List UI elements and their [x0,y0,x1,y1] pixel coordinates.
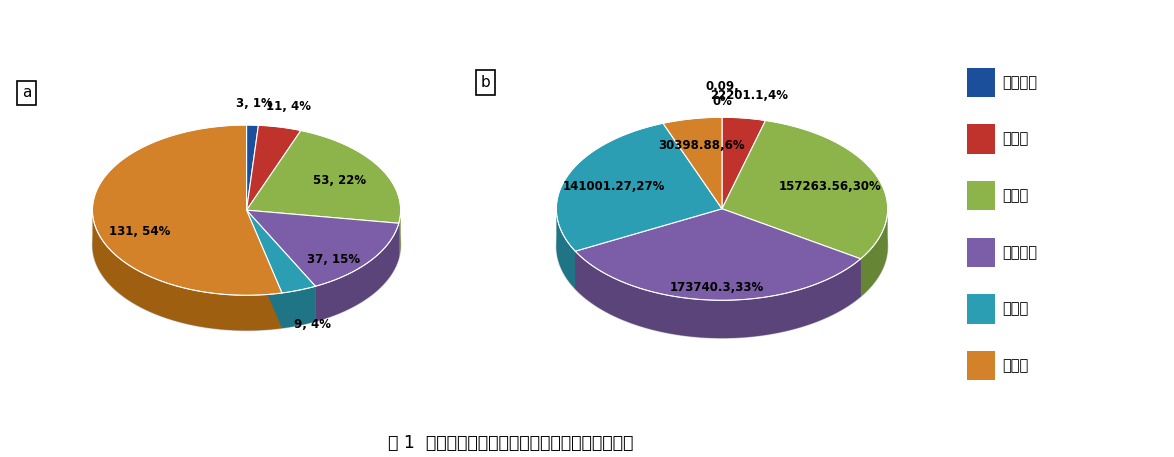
Text: 30398.88,6%: 30398.88,6% [657,139,744,152]
Polygon shape [861,209,888,297]
Polygon shape [663,117,722,209]
Polygon shape [247,210,399,259]
Polygon shape [722,121,888,259]
Polygon shape [247,210,399,259]
Polygon shape [575,209,722,289]
Polygon shape [722,117,765,209]
Text: a: a [22,85,31,100]
Polygon shape [399,211,400,259]
Text: 53, 22%: 53, 22% [313,174,366,186]
Polygon shape [722,209,861,297]
Polygon shape [247,210,399,286]
Polygon shape [247,125,258,210]
FancyBboxPatch shape [966,351,994,380]
Polygon shape [247,210,316,322]
Polygon shape [556,155,888,338]
Text: b: b [480,75,491,90]
Text: 脉石英: 脉石英 [1003,358,1028,373]
Text: 157263.56,30%: 157263.56,30% [780,180,882,192]
Text: 131, 54%: 131, 54% [109,225,170,238]
Polygon shape [316,223,399,322]
Polygon shape [93,125,282,295]
Text: 3, 1%: 3, 1% [236,97,272,110]
Text: 石英岩: 石英岩 [1003,188,1028,203]
Polygon shape [247,210,282,328]
Polygon shape [93,211,282,330]
FancyBboxPatch shape [966,238,994,267]
Polygon shape [556,123,722,251]
Polygon shape [247,131,400,223]
Text: 石英砂岩: 石英砂岩 [1003,245,1038,260]
Polygon shape [722,209,861,297]
Polygon shape [247,125,301,210]
Text: 9, 4%: 9, 4% [294,318,331,331]
Polygon shape [575,209,722,289]
Text: 22201.1,4%: 22201.1,4% [710,89,789,102]
Polygon shape [556,209,575,289]
Polygon shape [93,160,400,330]
FancyBboxPatch shape [966,181,994,210]
FancyBboxPatch shape [966,68,994,97]
Polygon shape [575,209,861,300]
Text: 石英砂: 石英砂 [1003,302,1028,316]
FancyBboxPatch shape [966,294,994,324]
Text: 37, 15%: 37, 15% [308,253,360,266]
Text: 粉石英: 粉石英 [1003,132,1028,146]
Text: 天然水晶: 天然水晶 [1003,75,1038,90]
Text: 0.09,
0%: 0.09, 0% [706,80,738,108]
Text: 11, 4%: 11, 4% [265,100,311,113]
Polygon shape [282,286,316,328]
Polygon shape [575,251,861,338]
Polygon shape [247,210,316,293]
Polygon shape [247,210,282,328]
Polygon shape [247,210,316,322]
FancyBboxPatch shape [966,124,994,154]
Text: 173740.3,33%: 173740.3,33% [669,282,763,294]
Text: 141001.27,27%: 141001.27,27% [562,180,664,192]
Text: 图 1  江西已上表各类石英矿产地数量及查明资源量: 图 1 江西已上表各类石英矿产地数量及查明资源量 [387,435,634,452]
